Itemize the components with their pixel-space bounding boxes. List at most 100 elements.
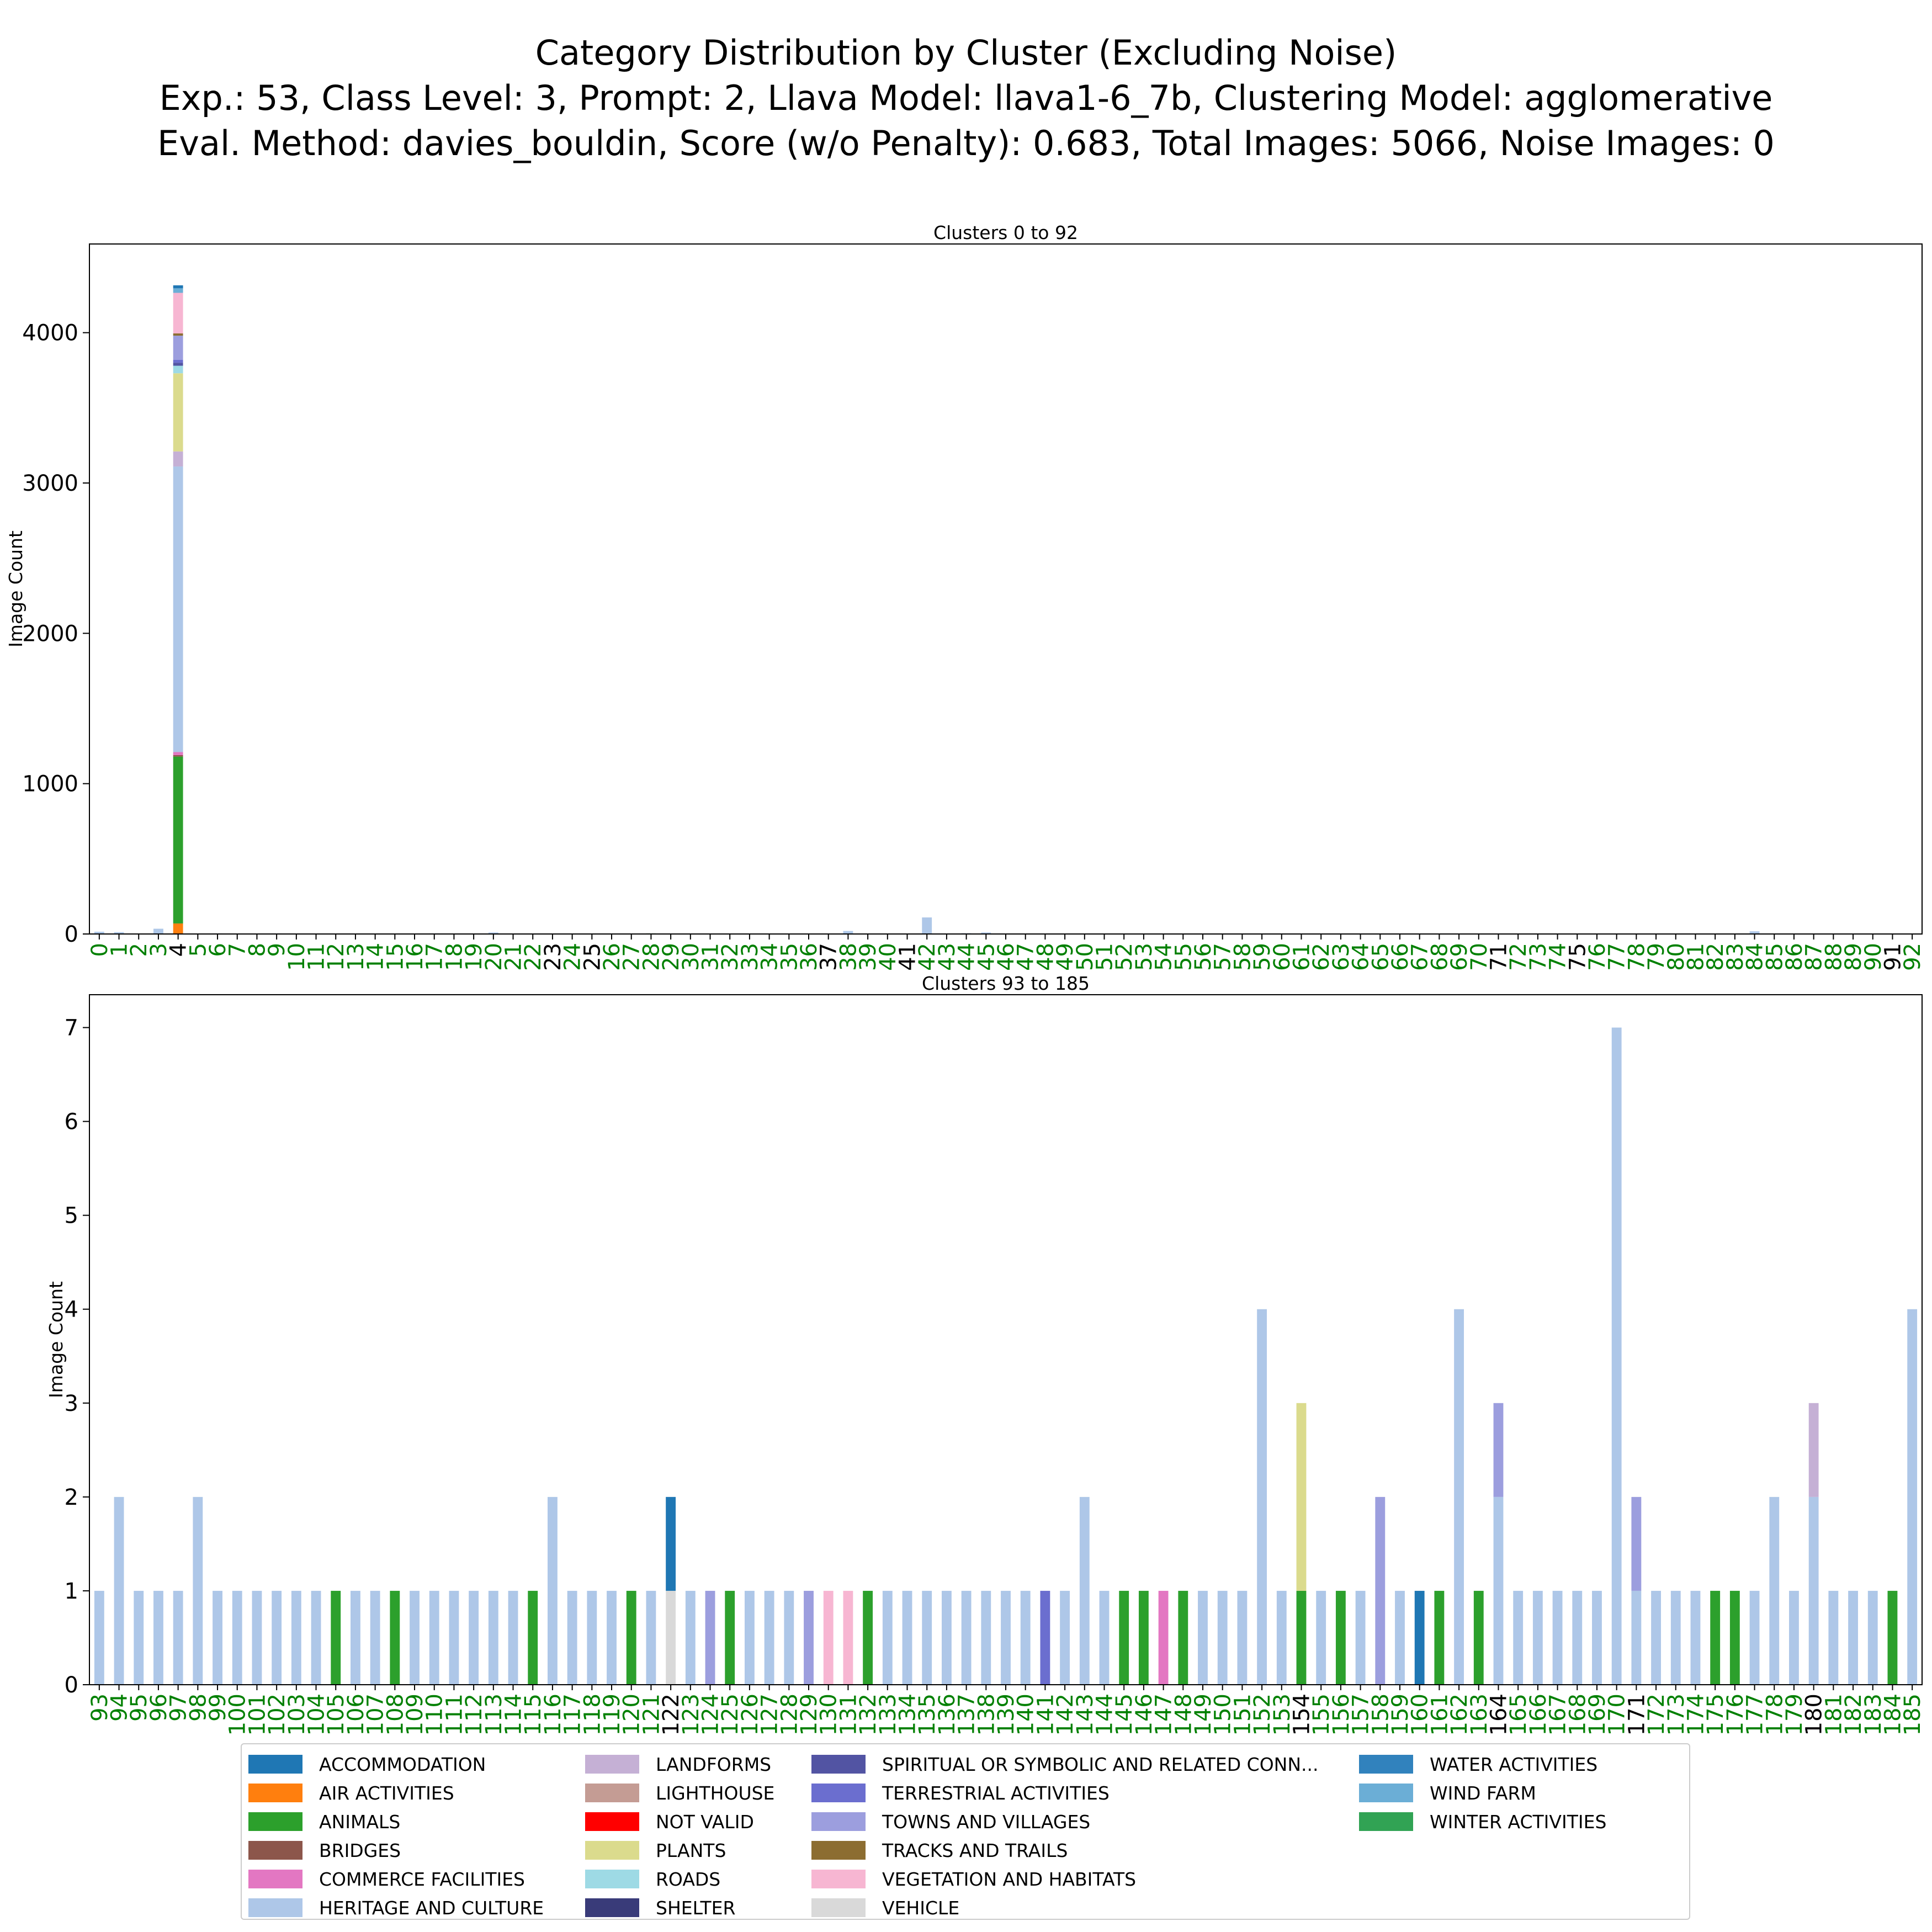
bar-cluster-167-heritage-and-culture bbox=[1552, 1590, 1563, 1685]
title-line-1: Category Distribution by Cluster (Exclud… bbox=[535, 33, 1397, 73]
y-tick-label-1-3: 3 bbox=[65, 1391, 78, 1416]
x-tick-label-164: 164 bbox=[1486, 1694, 1511, 1735]
x-tick-label-75: 75 bbox=[1565, 943, 1590, 971]
x-tick-label-21: 21 bbox=[501, 943, 527, 971]
bar-cluster-4-heritage-and-culture bbox=[173, 466, 183, 752]
bar-cluster-143-heritage-and-culture bbox=[1079, 1496, 1090, 1685]
x-tick-label-37: 37 bbox=[816, 943, 842, 971]
bar-cluster-172-heritage-and-culture bbox=[1651, 1590, 1661, 1685]
legend-swatch bbox=[585, 1898, 639, 1917]
legend-label: LANDFORMS bbox=[656, 1753, 772, 1775]
bar-cluster-93-heritage-and-culture bbox=[94, 1590, 104, 1685]
bar-cluster-134-heritage-and-culture bbox=[902, 1590, 912, 1685]
x-tick-label-133: 133 bbox=[875, 1694, 901, 1735]
x-tick-label-67: 67 bbox=[1408, 943, 1433, 971]
legend-item-towns-and-villages: TOWNS AND VILLAGES bbox=[811, 1807, 1359, 1836]
x-tick-label-126: 126 bbox=[737, 1694, 763, 1735]
y-tick-label-0-1000: 1000 bbox=[22, 772, 78, 797]
bar-cluster-139-heritage-and-culture bbox=[1001, 1590, 1011, 1685]
legend-item-winter-activities: WINTER ACTIVITIES bbox=[1359, 1807, 1668, 1836]
bar-cluster-181-heritage-and-culture bbox=[1828, 1590, 1839, 1685]
x-tick-label-54: 54 bbox=[1151, 943, 1177, 971]
bar-cluster-126-heritage-and-culture bbox=[744, 1590, 755, 1685]
bar-cluster-4-accommodation bbox=[173, 285, 183, 289]
x-tick-label-103: 103 bbox=[284, 1694, 310, 1735]
legend-label: PLANTS bbox=[656, 1839, 726, 1861]
x-tick-label-16: 16 bbox=[402, 943, 428, 971]
x-tick-label-175: 175 bbox=[1703, 1694, 1728, 1735]
x-tick-label-154: 154 bbox=[1289, 1694, 1314, 1735]
x-tick-label-108: 108 bbox=[383, 1694, 408, 1735]
x-tick-label-136: 136 bbox=[935, 1694, 960, 1735]
x-tick-label-110: 110 bbox=[422, 1694, 448, 1735]
x-tick-label-36: 36 bbox=[797, 943, 822, 971]
bar-cluster-4-wind-farm bbox=[173, 288, 183, 293]
x-tick-label-169: 169 bbox=[1585, 1694, 1610, 1735]
bar-cluster-130-vegetation-and-habitats bbox=[823, 1590, 834, 1685]
bar-cluster-137-heritage-and-culture bbox=[961, 1590, 972, 1685]
x-tick-label-117: 117 bbox=[560, 1694, 586, 1735]
bar-cluster-185-heritage-and-culture bbox=[1907, 1309, 1918, 1685]
x-tick-label-38: 38 bbox=[836, 943, 861, 971]
bar-cluster-154-plants bbox=[1296, 1403, 1307, 1591]
bar-cluster-45-heritage-and-culture bbox=[981, 932, 991, 934]
bar-cluster-110-heritage-and-culture bbox=[429, 1590, 439, 1685]
bar-cluster-176-animals bbox=[1729, 1590, 1740, 1685]
x-tick-label-9: 9 bbox=[264, 943, 290, 957]
bar-cluster-147-commerce-facilities bbox=[1158, 1590, 1169, 1685]
legend-label: AIR ACTIVITIES bbox=[319, 1782, 454, 1804]
x-tick-label-135: 135 bbox=[915, 1694, 940, 1735]
x-tick-label-26: 26 bbox=[599, 943, 625, 971]
x-tick-label-161: 161 bbox=[1427, 1694, 1452, 1735]
bar-cluster-184-animals bbox=[1887, 1590, 1898, 1685]
x-tick-label-93: 93 bbox=[87, 1694, 113, 1722]
legend-swatch bbox=[585, 1812, 639, 1831]
x-tick-label-180: 180 bbox=[1802, 1694, 1827, 1735]
legend-item-tracks-and-trails: TRACKS AND TRAILS bbox=[811, 1836, 1359, 1865]
x-tick-label-114: 114 bbox=[501, 1694, 527, 1735]
legend-label: ROADS bbox=[656, 1868, 721, 1890]
x-tick-label-74: 74 bbox=[1546, 943, 1571, 971]
bar-cluster-103-heritage-and-culture bbox=[291, 1590, 301, 1685]
bar-cluster-145-animals bbox=[1119, 1590, 1129, 1685]
x-tick-label-100: 100 bbox=[225, 1694, 251, 1735]
x-tick-label-53: 53 bbox=[1132, 943, 1157, 971]
x-tick-label-28: 28 bbox=[639, 943, 664, 971]
x-tick-label-69: 69 bbox=[1447, 943, 1472, 971]
legend-label: NOT VALID bbox=[656, 1811, 754, 1833]
bar-cluster-4-animals bbox=[173, 756, 183, 923]
bar-cluster-149-heritage-and-culture bbox=[1198, 1590, 1208, 1685]
legend-label: WIND FARM bbox=[1430, 1782, 1536, 1804]
bar-cluster-42-heritage-and-culture bbox=[922, 917, 932, 934]
bar-cluster-112-heritage-and-culture bbox=[469, 1590, 479, 1685]
bar-cluster-108-animals bbox=[390, 1590, 400, 1685]
x-tick-label-158: 158 bbox=[1368, 1694, 1393, 1735]
bar-cluster-160-accommodation bbox=[1414, 1590, 1425, 1685]
x-tick-label-115: 115 bbox=[521, 1694, 546, 1735]
legend-swatch bbox=[585, 1870, 639, 1888]
x-tick-label-76: 76 bbox=[1585, 943, 1610, 971]
bar-cluster-95-heritage-and-culture bbox=[134, 1590, 144, 1685]
bar-cluster-4-plants bbox=[173, 373, 183, 452]
legend-label: WATER ACTIVITIES bbox=[1430, 1753, 1598, 1775]
legend-swatch bbox=[811, 1755, 866, 1774]
legend-label: WINTER ACTIVITIES bbox=[1430, 1811, 1607, 1833]
x-tick-label-155: 155 bbox=[1309, 1694, 1334, 1735]
x-tick-label-46: 46 bbox=[994, 943, 1019, 971]
x-tick-label-70: 70 bbox=[1467, 943, 1492, 971]
bar-cluster-99-heritage-and-culture bbox=[213, 1590, 222, 1685]
bar-cluster-136-heritage-and-culture bbox=[941, 1590, 952, 1685]
bar-cluster-179-heritage-and-culture bbox=[1789, 1590, 1799, 1685]
x-tick-label-118: 118 bbox=[580, 1694, 605, 1735]
x-tick-label-82: 82 bbox=[1703, 943, 1728, 971]
bar-cluster-165-heritage-and-culture bbox=[1513, 1590, 1524, 1685]
legend-label: TOWNS AND VILLAGES bbox=[882, 1811, 1091, 1833]
legend-swatch bbox=[1359, 1755, 1413, 1774]
bar-cluster-97-heritage-and-culture bbox=[173, 1590, 183, 1685]
x-tick-label-173: 173 bbox=[1664, 1694, 1689, 1735]
x-tick-label-125: 125 bbox=[718, 1694, 743, 1735]
x-tick-label-52: 52 bbox=[1112, 943, 1137, 971]
x-tick-label-168: 168 bbox=[1565, 1694, 1590, 1735]
x-tick-label-149: 149 bbox=[1191, 1694, 1216, 1735]
